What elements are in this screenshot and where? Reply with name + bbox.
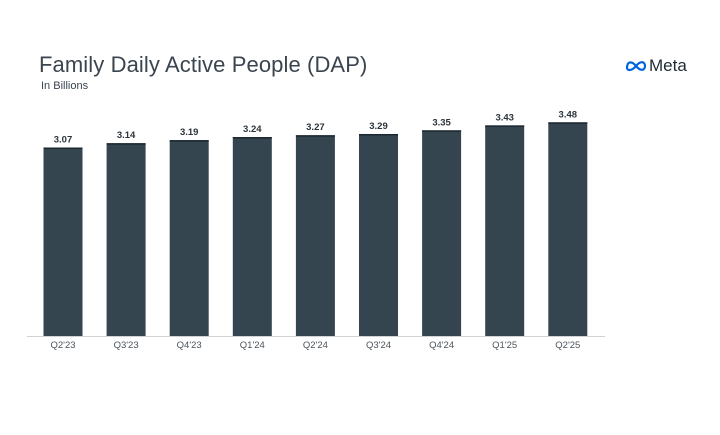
bar-top-edge [359,133,398,136]
data-label: 3.19 [180,127,199,138]
data-label: 3.14 [117,130,136,141]
meta-logo: Meta [625,56,687,76]
x-tick-label: Q3'24 [366,340,391,351]
x-tick-label: Q2'25 [555,340,580,351]
bar-top-edge [295,135,335,137]
data-label: 3.29 [369,121,388,132]
data-label: 3.43 [495,112,514,123]
bar-top-edge [232,137,272,139]
data-label: 3.24 [243,124,262,135]
bar [485,125,525,336]
bar [548,122,588,336]
x-tick-label: Q1'25 [492,340,517,351]
data-label: 3.27 [306,122,325,133]
x-tick-label: Q2'24 [303,340,328,351]
meta-logo-text: Meta [649,56,687,75]
bar [43,147,83,336]
bar-top-edge [169,140,209,142]
data-label: 3.35 [432,117,451,128]
bar [169,140,209,336]
x-tick-label: Q1'24 [240,340,265,351]
chart-subtitle: In Billions [41,80,89,92]
x-tick-label: Q4'23 [177,340,202,351]
bar [106,143,146,336]
bar-top-edge [485,125,525,127]
x-tick-label: Q2'23 [50,340,75,351]
bar [295,135,335,336]
data-label: 3.48 [559,109,578,120]
x-tick-label: Q3'23 [114,340,139,351]
bar-top-edge [43,147,83,150]
x-tick-label: Q4'24 [429,340,454,351]
bar-top-edge [548,122,588,124]
bar [422,130,462,336]
data-label: 3.07 [54,135,73,146]
bar-top-edge [422,130,462,132]
meta-infinity-icon [625,61,647,72]
bar [232,137,272,336]
bar-top-edge [106,143,146,145]
bar [359,133,398,336]
chart-title: Family Daily Active People (DAP) [39,52,368,77]
